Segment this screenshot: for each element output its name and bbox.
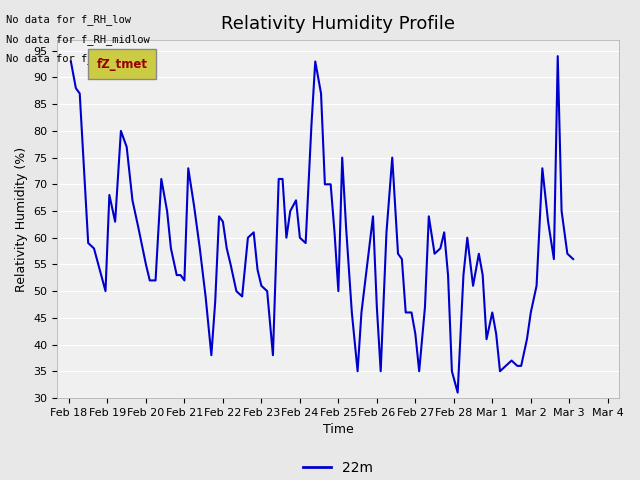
Text: fZ_tmet: fZ_tmet <box>97 58 147 71</box>
Y-axis label: Relativity Humidity (%): Relativity Humidity (%) <box>15 146 28 291</box>
Text: No data for f_RH_midtop: No data for f_RH_midtop <box>6 53 150 64</box>
Legend: 22m: 22m <box>298 456 379 480</box>
Text: No data for f_RH_midlow: No data for f_RH_midlow <box>6 34 150 45</box>
Text: No data for f_RH_low: No data for f_RH_low <box>6 14 131 25</box>
X-axis label: Time: Time <box>323 423 354 436</box>
Title: Relativity Humidity Profile: Relativity Humidity Profile <box>221 15 455 33</box>
